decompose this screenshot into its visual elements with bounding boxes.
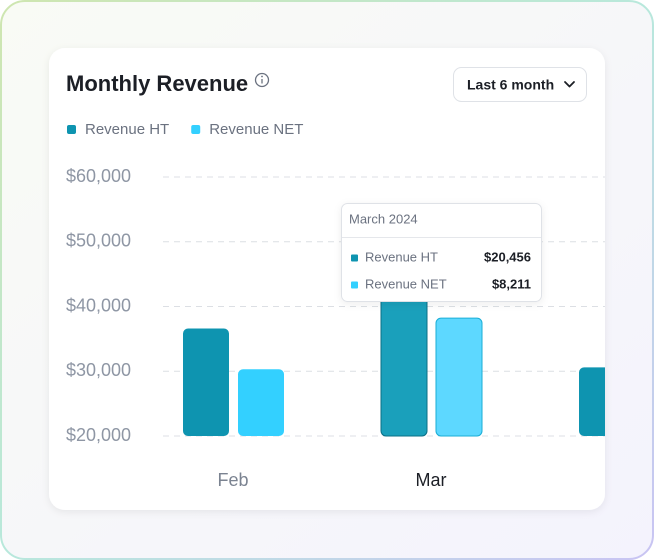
legend: Revenue HT Revenue NET <box>67 121 303 138</box>
x-axis: Feb Mar <box>217 470 446 490</box>
bar[interactable] <box>238 369 284 436</box>
legend-label: Revenue NET <box>209 121 303 138</box>
tooltip-title: March 2024 <box>349 211 418 226</box>
tooltip-name: Revenue HT <box>365 249 438 264</box>
bar[interactable] <box>579 367 625 436</box>
x-tick-label: Mar <box>416 470 447 490</box>
tooltip-swatch <box>351 254 358 262</box>
legend-label: Revenue HT <box>85 121 169 138</box>
y-tick-label: $30,000 <box>66 360 131 380</box>
y-tick-label: $20,000 <box>66 425 131 445</box>
y-tick-label: $40,000 <box>66 295 131 315</box>
chart-title: Monthly Revenue <box>66 71 248 96</box>
dropdown-label: Last 6 month <box>467 77 554 93</box>
legend-swatch <box>67 125 76 134</box>
info-icon[interactable] <box>254 72 270 88</box>
tooltip-value: $8,211 <box>492 276 531 291</box>
tooltip-name: Revenue NET <box>365 276 447 291</box>
legend-swatch <box>191 125 201 134</box>
plot <box>183 273 625 437</box>
bar[interactable] <box>183 328 229 436</box>
tooltip-swatch <box>351 281 358 289</box>
y-tick-label: $50,000 <box>66 231 131 251</box>
tooltip-value: $20,456 <box>484 249 531 264</box>
x-tick-label: Feb <box>217 470 248 490</box>
period-dropdown[interactable]: Last 6 month <box>453 67 587 102</box>
tooltip: March 2024 Revenue HT $20,456 Revenue NET $8… <box>341 203 542 302</box>
bar[interactable] <box>435 317 483 437</box>
tooltip-box <box>341 203 542 302</box>
y-tick-label: $60,000 <box>66 166 131 186</box>
